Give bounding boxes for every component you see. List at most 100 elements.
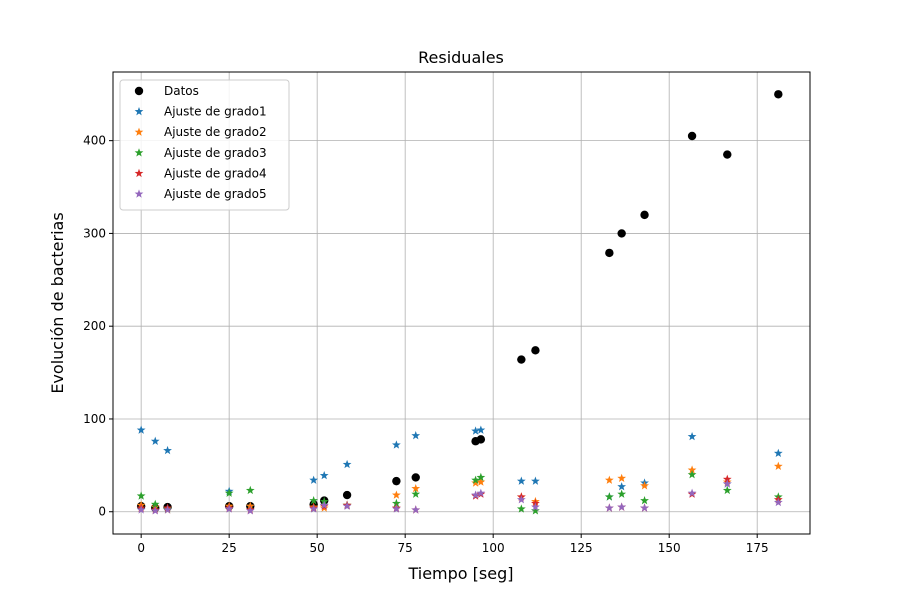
data-point (531, 346, 540, 355)
fit-point (411, 483, 421, 493)
legend: Datos Ajuste de grado1 Ajuste de grado2 Aju… (119, 79, 290, 211)
fit-point (411, 489, 421, 498)
fit-point (245, 485, 255, 495)
y-tick-label: 100 (83, 412, 106, 426)
fit-point (617, 489, 627, 498)
fit-point (773, 497, 783, 507)
fit-point (392, 498, 401, 508)
fit-point (516, 476, 526, 485)
fit-point (136, 425, 146, 434)
fit-point (136, 491, 146, 500)
legend-marker (134, 127, 144, 136)
fit-point (687, 465, 697, 474)
fit-point (342, 459, 352, 469)
fit-point (163, 505, 172, 514)
fit-point (722, 479, 732, 488)
fit-point (617, 502, 627, 511)
data-point (411, 473, 420, 482)
fit-point (687, 488, 697, 497)
fit-point (309, 475, 319, 484)
fit-point (411, 431, 421, 440)
legend-item: Ajuste de grado1 (134, 105, 267, 119)
fit-point (150, 499, 160, 509)
fit-point (342, 501, 352, 510)
data-point (774, 90, 783, 99)
fit-point (617, 482, 627, 491)
x-tick-label: 0 (137, 541, 145, 555)
x-tick-label: 175 (746, 541, 769, 555)
fit-point (531, 476, 540, 485)
legend-label: Ajuste de grado3 (164, 146, 267, 160)
fit-point (245, 506, 255, 515)
y-tick-label: 400 (83, 134, 106, 148)
data-point (723, 150, 732, 159)
data-point (392, 476, 401, 486)
fit-point (476, 488, 486, 497)
legend-label: Datos (164, 84, 199, 98)
legend-marker (134, 86, 144, 96)
fit-point (319, 470, 329, 480)
fit-point (471, 426, 480, 435)
fit-point (687, 470, 697, 479)
series-5 (136, 479, 783, 515)
fit-point (604, 475, 614, 484)
series-2 (136, 461, 783, 514)
fit-point (224, 488, 234, 497)
x-tick-label: 50 (310, 541, 325, 555)
legend-item: Ajuste de grado5 (134, 187, 267, 201)
data-point (517, 355, 526, 364)
fit-point (604, 492, 614, 501)
legend-item: Ajuste de grado3 (134, 146, 267, 160)
fit-point (687, 431, 697, 441)
legend-marker (134, 148, 144, 157)
legend-item: Ajuste de grado4 (134, 166, 267, 180)
y-ticks: 0 100 200 300 400 (83, 134, 113, 519)
fit-point (309, 504, 319, 513)
legend-label: Ajuste de grado4 (164, 166, 267, 180)
fit-point (224, 504, 234, 513)
fit-point (476, 472, 486, 482)
data-point (605, 248, 614, 258)
fit-point (773, 461, 783, 470)
fit-point (773, 448, 783, 458)
fit-point (531, 502, 540, 511)
plot-frame (112, 71, 811, 535)
series-1 (136, 425, 783, 510)
x-tick-label: 125 (570, 541, 593, 555)
legend-box (119, 79, 290, 211)
fit-point (471, 478, 480, 487)
fit-point (411, 505, 421, 514)
fit-point (516, 504, 526, 513)
fit-point (476, 477, 486, 486)
fit-point (150, 436, 160, 445)
fit-point (640, 496, 649, 505)
data-point (617, 229, 626, 238)
fit-point (617, 473, 627, 483)
legend-item: Ajuste de grado2 (134, 125, 267, 139)
fit-point (163, 445, 172, 455)
y-tick-label: 0 (98, 505, 106, 519)
series-3 (136, 470, 783, 515)
fit-point (722, 474, 732, 483)
x-tick-label: 75 (398, 541, 413, 555)
series-4 (136, 474, 783, 514)
data-point (640, 210, 649, 220)
fit-point (640, 503, 649, 512)
legend-label: Ajuste de grado1 (164, 105, 267, 119)
fit-point (604, 503, 614, 512)
legend-label: Ajuste de grado5 (164, 187, 267, 201)
data-points (136, 90, 783, 515)
fit-point (319, 500, 329, 509)
legend-item: Datos (134, 84, 199, 98)
legend-label: Ajuste de grado2 (164, 125, 267, 139)
x-ticks: 0 25 50 75 100 125 150 175 (137, 534, 769, 555)
fit-point (150, 506, 160, 515)
data-point (342, 490, 352, 500)
chart-title: Residuales (418, 48, 504, 67)
fit-point (531, 506, 540, 515)
x-axis-label: Tiempo [seg] (407, 564, 513, 583)
data-point (476, 435, 486, 444)
fit-point (516, 495, 526, 504)
fit-point (392, 504, 401, 513)
